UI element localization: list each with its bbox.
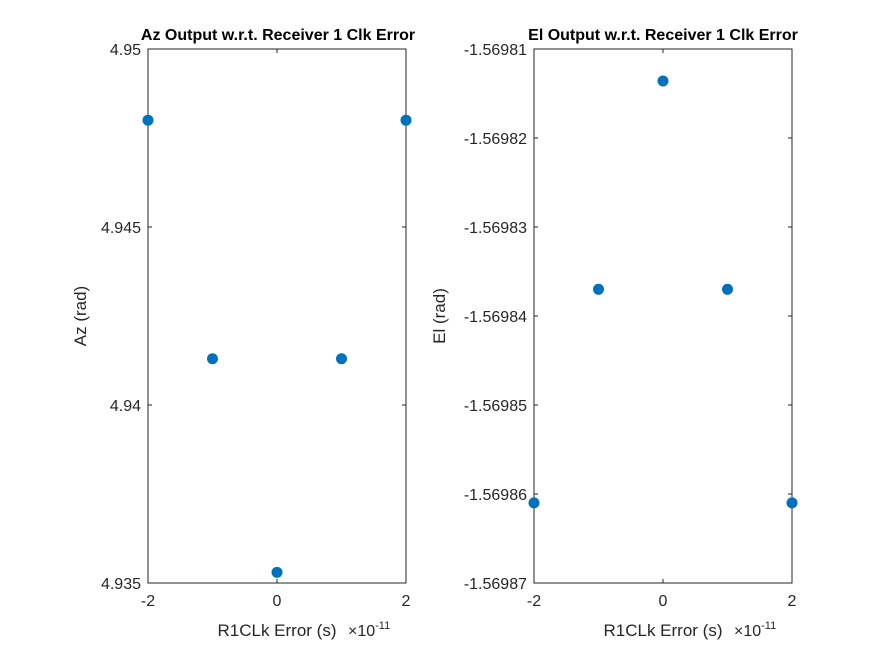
el-data-point xyxy=(593,283,604,295)
el-y-tick-label: -1.56986 xyxy=(464,487,527,504)
el-y-tick-label: -1.56985 xyxy=(464,398,527,415)
az-x-tick-label: 2 xyxy=(402,593,411,610)
el-x-ticks: -2 0 2 xyxy=(527,49,797,610)
el-x-tick-label: 2 xyxy=(788,593,797,610)
el-y-tick-label: -1.56981 xyxy=(464,42,527,59)
el-chart: El Output w.r.t. Receiver 1 Clk Error -1… xyxy=(430,27,798,640)
az-data-point xyxy=(336,353,347,365)
az-chart-title: Az Output w.r.t. Receiver 1 Clk Error xyxy=(141,27,415,44)
az-data-point xyxy=(142,114,154,126)
el-y-tick-label: -1.56982 xyxy=(464,131,527,148)
az-points xyxy=(142,114,412,578)
az-y-tick-label: 4.95 xyxy=(110,42,141,59)
az-x-exponent-power: -11 xyxy=(375,620,390,632)
az-plot-box xyxy=(147,48,407,584)
el-x-axis-label: R1CLk Error (s) xyxy=(603,621,722,640)
az-x-ticks: -2 0 2 xyxy=(141,49,411,610)
az-x-exponent-base: ×10 xyxy=(348,623,375,640)
az-chart: Az Output w.r.t. Receiver 1 Clk Error 4.… xyxy=(71,27,415,640)
el-x-exponent: ×10-11 xyxy=(734,620,776,640)
el-y-tick-label: -1.56987 xyxy=(464,576,527,593)
el-chart-title: El Output w.r.t. Receiver 1 Clk Error xyxy=(528,27,798,44)
az-x-exponent: ×10-11 xyxy=(348,620,390,640)
az-data-point xyxy=(271,566,283,578)
az-x-axis-label: R1CLk Error (s) xyxy=(217,621,336,640)
el-data-point xyxy=(657,75,669,87)
az-y-axis-label: Az (rad) xyxy=(71,286,90,346)
az-y-tick-label: 4.94 xyxy=(110,398,141,415)
el-y-tick-label: -1.56984 xyxy=(464,309,527,326)
el-x-exponent-power: -11 xyxy=(761,620,776,632)
az-data-point xyxy=(207,353,218,365)
az-y-tick-label: 4.935 xyxy=(101,576,141,593)
el-x-tick-label: 0 xyxy=(659,593,668,610)
el-y-tick-label: -1.56983 xyxy=(464,220,527,237)
az-y-tick-label: 4.945 xyxy=(101,220,141,237)
az-data-point xyxy=(400,114,412,126)
el-points xyxy=(528,75,798,509)
az-x-tick-label: 0 xyxy=(273,593,282,610)
el-x-exponent-base: ×10 xyxy=(734,623,761,640)
el-y-axis-label: El (rad) xyxy=(430,288,449,344)
az-y-ticks: 4.935 4.94 4.945 4.95 xyxy=(101,42,406,593)
az-x-tick-label: -2 xyxy=(141,593,155,610)
el-x-tick-label: -2 xyxy=(527,593,541,610)
el-y-ticks: -1.56987 -1.56986 -1.56985 -1.56984 -1.56983… xyxy=(464,42,792,593)
el-plot-box xyxy=(533,48,793,584)
el-data-point xyxy=(528,497,540,509)
el-data-point xyxy=(786,497,798,509)
el-data-point xyxy=(722,283,733,295)
